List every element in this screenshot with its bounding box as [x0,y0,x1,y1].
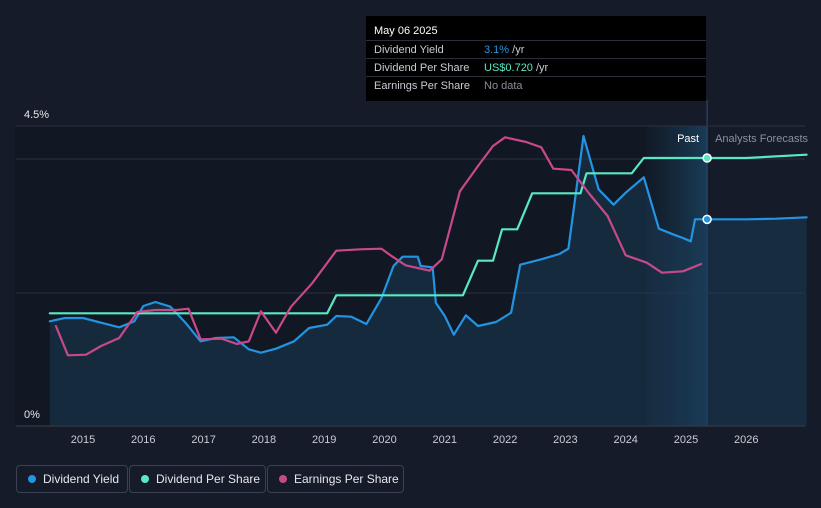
dividend-yield-line [48,134,808,354]
x-tick-label: 2023 [553,434,577,446]
y-tick-label: 4.5% [24,109,49,121]
x-tick-label: 2017 [191,434,215,446]
tooltip-label: Dividend Yield [374,44,444,56]
tooltip-unit: /yr [532,62,549,74]
tooltip-unit: /yr [509,44,525,56]
dividend-yield-area [49,136,807,426]
dividend-per-share-dot-icon [141,475,149,483]
tooltip-row-dividend-yield: Dividend Yield 3.1% /yr [366,40,706,59]
tooltip-date: May 06 2025 [374,25,438,37]
legend-item-dividend-per-share[interactable]: Dividend Per Share [129,465,266,493]
earnings-per-share-dot-icon [279,475,287,483]
tooltip-value: 3.1% [484,44,510,56]
forecast-label: Analysts Forecasts [715,133,808,145]
tooltip-row-earnings-per-share: Earnings Per Share No data [366,76,706,95]
x-tick-label: 2025 [674,434,698,446]
tooltip-row-dividend-per-share: Dividend Per Share US$0.720 /yr [366,58,706,77]
x-tick-label: 2021 [433,434,457,446]
legend-label: Dividend Per Share [156,472,261,486]
tooltip-value: US$0.720 [484,62,533,74]
x-tick-label: 2015 [71,434,95,446]
dividend-per-share-line [48,153,808,315]
x-tick-label: 2018 [252,434,276,446]
legend-item-dividend-yield[interactable]: Dividend Yield [16,465,128,493]
x-tick-label: 2024 [613,434,637,446]
x-tick-label: 2019 [312,434,336,446]
tooltip-label: Dividend Per Share [374,62,470,74]
dividend-yield-dot-icon [28,475,36,483]
dividend-yield-marker [702,214,712,225]
x-tick-label: 2022 [493,434,517,446]
legend-label: Earnings Per Share [294,472,399,486]
x-tick-label: 2020 [372,434,396,446]
x-tick-label: 2016 [131,434,155,446]
tooltip-label: Earnings Per Share [374,80,470,92]
legend-item-earnings-per-share[interactable]: Earnings Per Share [267,465,404,493]
hover-tooltip: May 06 2025 Dividend Yield 3.1% /yr Divi… [366,16,706,101]
tooltip-value: No data [484,80,523,92]
earnings-per-share-line [54,136,703,357]
y-tick-label: 0% [24,409,40,421]
x-tick-label: 2026 [734,434,758,446]
past-label: Past [677,133,699,145]
dividend-per-share-marker [702,153,712,163]
legend-label: Dividend Yield [43,472,120,486]
